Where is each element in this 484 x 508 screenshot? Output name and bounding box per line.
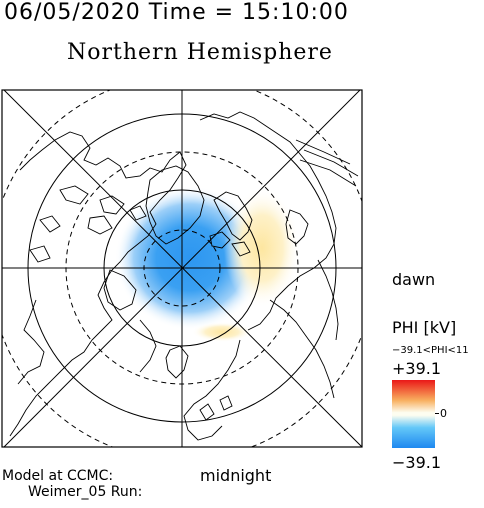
coastline-siberia bbox=[269, 299, 335, 399]
coastlines bbox=[9, 111, 359, 441]
potential-pattern bbox=[115, 186, 300, 342]
positive-potential-cell-lower bbox=[192, 322, 252, 342]
coastline-alaska bbox=[17, 299, 45, 385]
colorbar-max-label: +39.1 bbox=[392, 359, 442, 378]
colorbar-min-label: −39.1 bbox=[392, 453, 442, 472]
coastline-central-asia bbox=[317, 259, 339, 341]
colorbar-title: PHI [kV] bbox=[392, 318, 457, 337]
colorbar bbox=[392, 380, 435, 448]
dawn-label: dawn bbox=[392, 270, 436, 289]
coastline-north-america bbox=[9, 131, 187, 437]
coastline-svalbard-islands bbox=[209, 231, 251, 257]
coastline-russia bbox=[199, 111, 337, 331]
meridian-lines bbox=[2, 90, 362, 447]
colorbar-range: −39.1<PHI<11 bbox=[392, 345, 469, 356]
coastline-russia-east bbox=[285, 209, 309, 245]
coastline-greenland bbox=[145, 165, 205, 245]
coastline-kamchatka bbox=[165, 345, 189, 379]
coastline-east-asia bbox=[183, 339, 241, 441]
coastline-chukotka bbox=[139, 319, 157, 373]
coastline-hudson-bay bbox=[103, 269, 137, 311]
coastline-scandinavia bbox=[213, 191, 253, 241]
coastline-canada-islands bbox=[29, 185, 147, 263]
coastline-europe-grid bbox=[295, 139, 359, 187]
meridian-diagonal-a bbox=[3, 90, 362, 447]
model-label: Model at CCMC: bbox=[2, 468, 114, 484]
positive-potential-cell bbox=[224, 188, 300, 308]
meridian-diagonal-b bbox=[3, 90, 361, 447]
map-frame bbox=[1, 89, 363, 448]
negative-potential-cell bbox=[115, 186, 265, 330]
coastline-japan bbox=[199, 395, 233, 421]
run-label: Weimer_05 Run: bbox=[28, 484, 143, 500]
midnight-label: midnight bbox=[200, 466, 272, 485]
timestamp-title: 06/05/2020 Time = 15:10:00 bbox=[4, 0, 349, 25]
hemisphere-title: Northern Hemisphere bbox=[67, 40, 333, 65]
colorbar-zero-label: 0 bbox=[440, 407, 447, 420]
colorbar-zero-tick bbox=[435, 413, 439, 414]
